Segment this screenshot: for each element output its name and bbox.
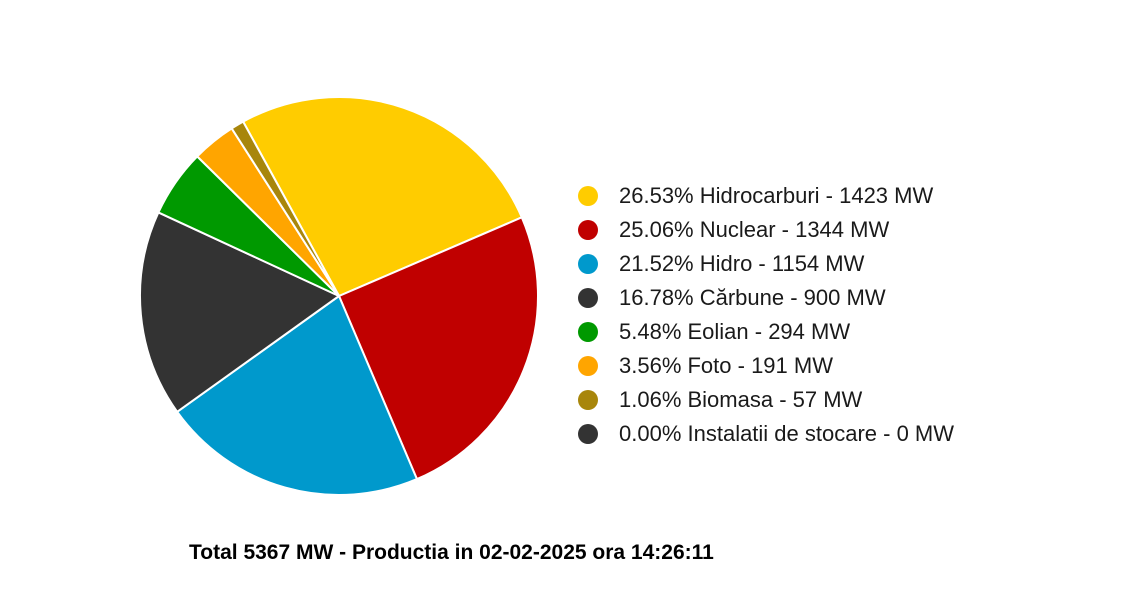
chart-footer-total: Total 5367 MW - Productia in 02-02-2025 … xyxy=(189,541,714,564)
pie-slice-nuclear xyxy=(338,216,540,481)
pie-slice-carbune xyxy=(139,211,340,413)
legend-swatch-icon xyxy=(578,254,598,274)
legend-swatch-icon xyxy=(578,322,598,342)
legend-label: 25.06% Nuclear - 1344 MW xyxy=(619,217,890,242)
legend-item-biomasa: 1.06% Biomasa - 57 MW xyxy=(578,383,954,417)
legend-swatch-icon xyxy=(578,424,598,444)
legend-item-foto: 3.56% Foto - 191 MW xyxy=(578,349,954,383)
legend-item-carbune: 16.78% Cărbune - 900 MW xyxy=(578,281,954,315)
legend-swatch-icon xyxy=(578,356,598,376)
legend-item-hidro: 21.52% Hidro - 1154 MW xyxy=(578,247,954,281)
pie-slice-hidro xyxy=(176,295,418,496)
legend-swatch-icon xyxy=(578,288,598,308)
legend-item-instalatii-de-stocare: 0.00% Instalatii de stocare - 0 MW xyxy=(578,417,954,451)
legend-item-hidrocarburi: 26.53% Hidrocarburi - 1423 MW xyxy=(578,179,954,213)
legend-item-eolian: 5.48% Eolian - 294 MW xyxy=(578,315,954,349)
legend-item-nuclear: 25.06% Nuclear - 1344 MW xyxy=(578,213,954,247)
legend-label: 5.48% Eolian - 294 MW xyxy=(619,319,851,344)
legend-label: 21.52% Hidro - 1154 MW xyxy=(619,251,865,276)
legend-label: 1.06% Biomasa - 57 MW xyxy=(619,387,863,412)
legend-swatch-icon xyxy=(578,186,598,206)
legend-label: 16.78% Cărbune - 900 MW xyxy=(619,285,886,310)
chart-legend: 26.53% Hidrocarburi - 1423 MW 25.06% Nucl… xyxy=(578,179,954,451)
legend-label: 3.56% Foto - 191 MW xyxy=(619,353,833,378)
legend-swatch-icon xyxy=(578,220,598,240)
legend-swatch-icon xyxy=(578,390,598,410)
legend-label: 0.00% Instalatii de stocare - 0 MW xyxy=(619,421,955,446)
legend-label: 26.53% Hidrocarburi - 1423 MW xyxy=(619,183,934,208)
pie-slice-biomasa xyxy=(230,120,340,297)
